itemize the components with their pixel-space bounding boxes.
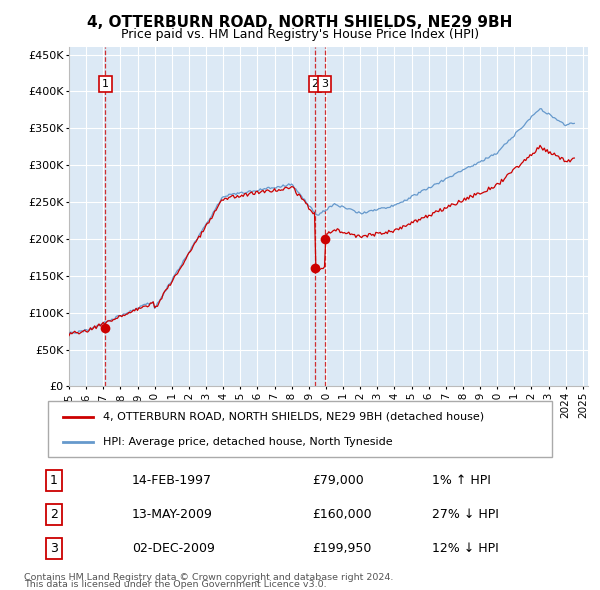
Text: Contains HM Land Registry data © Crown copyright and database right 2024.: Contains HM Land Registry data © Crown c…	[24, 573, 394, 582]
Text: 4, OTTERBURN ROAD, NORTH SHIELDS, NE29 9BH: 4, OTTERBURN ROAD, NORTH SHIELDS, NE29 9…	[88, 15, 512, 30]
Text: 1% ↑ HPI: 1% ↑ HPI	[432, 474, 491, 487]
Text: 14-FEB-1997: 14-FEB-1997	[132, 474, 212, 487]
Text: 27% ↓ HPI: 27% ↓ HPI	[432, 508, 499, 521]
Text: 13-MAY-2009: 13-MAY-2009	[132, 508, 213, 521]
Text: 1: 1	[50, 474, 58, 487]
Text: 4, OTTERBURN ROAD, NORTH SHIELDS, NE29 9BH (detached house): 4, OTTERBURN ROAD, NORTH SHIELDS, NE29 9…	[103, 412, 485, 422]
Text: This data is licensed under the Open Government Licence v3.0.: This data is licensed under the Open Gov…	[24, 581, 326, 589]
Text: 3: 3	[50, 542, 58, 555]
Text: £79,000: £79,000	[312, 474, 364, 487]
Text: 1: 1	[102, 79, 109, 89]
Text: Price paid vs. HM Land Registry's House Price Index (HPI): Price paid vs. HM Land Registry's House …	[121, 28, 479, 41]
Text: 2: 2	[311, 79, 319, 89]
FancyBboxPatch shape	[48, 401, 552, 457]
Text: 3: 3	[321, 79, 328, 89]
Text: HPI: Average price, detached house, North Tyneside: HPI: Average price, detached house, Nort…	[103, 437, 393, 447]
Text: 2: 2	[50, 508, 58, 521]
Text: £199,950: £199,950	[312, 542, 371, 555]
Text: 02-DEC-2009: 02-DEC-2009	[132, 542, 215, 555]
Text: 12% ↓ HPI: 12% ↓ HPI	[432, 542, 499, 555]
Text: £160,000: £160,000	[312, 508, 371, 521]
